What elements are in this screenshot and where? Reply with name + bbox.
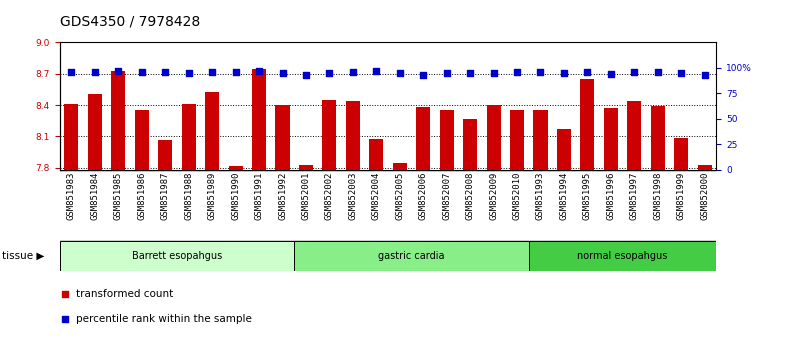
Point bbox=[276, 70, 289, 76]
Bar bbox=[674, 138, 689, 170]
Text: Barrett esopahgus: Barrett esopahgus bbox=[132, 251, 222, 261]
Point bbox=[299, 72, 312, 78]
Point bbox=[628, 69, 641, 75]
Text: normal esopahgus: normal esopahgus bbox=[577, 251, 668, 261]
Point bbox=[534, 69, 547, 75]
Bar bbox=[486, 105, 501, 170]
Bar bbox=[88, 94, 102, 170]
Bar bbox=[604, 108, 618, 170]
Bar bbox=[529, 241, 716, 271]
Point bbox=[675, 70, 688, 76]
Point bbox=[464, 70, 477, 76]
Point bbox=[135, 69, 148, 75]
Text: GSM852003: GSM852003 bbox=[349, 172, 357, 221]
Bar bbox=[416, 107, 431, 170]
Text: GSM851988: GSM851988 bbox=[184, 172, 193, 221]
Point bbox=[346, 69, 359, 75]
Bar bbox=[533, 110, 548, 170]
Bar bbox=[392, 162, 407, 170]
Bar bbox=[345, 101, 360, 170]
Text: GSM852001: GSM852001 bbox=[302, 172, 310, 221]
Point bbox=[112, 68, 125, 74]
Text: GSM851987: GSM851987 bbox=[161, 172, 170, 221]
Bar bbox=[158, 139, 172, 170]
Point bbox=[417, 72, 430, 78]
Text: GSM852002: GSM852002 bbox=[325, 172, 334, 221]
Text: transformed count: transformed count bbox=[76, 289, 174, 299]
Bar bbox=[697, 165, 712, 170]
Text: GSM852007: GSM852007 bbox=[443, 172, 451, 221]
Text: GSM851989: GSM851989 bbox=[208, 172, 217, 221]
Text: GSM851998: GSM851998 bbox=[654, 172, 662, 221]
Bar bbox=[322, 100, 337, 170]
Text: GSM852000: GSM852000 bbox=[700, 172, 709, 221]
Point bbox=[511, 69, 524, 75]
Text: GSM851983: GSM851983 bbox=[67, 172, 76, 221]
Point bbox=[59, 316, 72, 321]
Text: GSM851999: GSM851999 bbox=[677, 172, 685, 221]
Bar bbox=[295, 241, 529, 271]
Point bbox=[88, 69, 101, 75]
Point bbox=[65, 69, 78, 75]
Point bbox=[581, 69, 594, 75]
Bar bbox=[60, 241, 295, 271]
Point bbox=[229, 69, 242, 75]
Point bbox=[206, 69, 219, 75]
Point bbox=[323, 70, 336, 76]
Bar bbox=[181, 104, 196, 170]
Text: tissue ▶: tissue ▶ bbox=[2, 251, 45, 261]
Text: GSM851995: GSM851995 bbox=[583, 172, 592, 221]
Bar bbox=[580, 79, 595, 170]
Text: gastric cardia: gastric cardia bbox=[378, 251, 445, 261]
Point bbox=[393, 70, 406, 76]
Text: GSM851994: GSM851994 bbox=[560, 172, 568, 221]
Bar bbox=[111, 71, 126, 170]
Text: GSM851991: GSM851991 bbox=[255, 172, 263, 221]
Point bbox=[252, 68, 265, 74]
Point bbox=[651, 69, 664, 75]
Point bbox=[182, 70, 195, 76]
Bar bbox=[557, 129, 571, 170]
Point bbox=[59, 291, 72, 297]
Text: GSM852008: GSM852008 bbox=[466, 172, 474, 221]
Text: GSM851986: GSM851986 bbox=[137, 172, 146, 221]
Point bbox=[698, 72, 711, 78]
Point bbox=[370, 68, 383, 74]
Point bbox=[487, 70, 500, 76]
Bar bbox=[64, 104, 79, 170]
Bar bbox=[439, 110, 454, 170]
Bar bbox=[275, 105, 290, 170]
Bar bbox=[369, 138, 384, 170]
Bar bbox=[252, 69, 266, 170]
Text: GSM851997: GSM851997 bbox=[630, 172, 639, 221]
Text: GSM852010: GSM852010 bbox=[513, 172, 521, 221]
Bar bbox=[135, 110, 149, 170]
Point bbox=[604, 71, 617, 77]
Text: GSM852004: GSM852004 bbox=[372, 172, 380, 221]
Text: GSM852006: GSM852006 bbox=[419, 172, 427, 221]
Text: GSM851992: GSM851992 bbox=[278, 172, 287, 221]
Point bbox=[557, 70, 570, 76]
Text: percentile rank within the sample: percentile rank within the sample bbox=[76, 314, 252, 324]
Bar bbox=[205, 92, 219, 170]
Text: GSM851990: GSM851990 bbox=[231, 172, 240, 221]
Bar bbox=[228, 166, 243, 170]
Bar bbox=[627, 101, 642, 170]
Text: GSM851985: GSM851985 bbox=[114, 172, 123, 221]
Point bbox=[159, 69, 172, 75]
Point bbox=[440, 70, 453, 76]
Bar bbox=[510, 110, 524, 170]
Text: GSM852009: GSM852009 bbox=[489, 172, 498, 221]
Text: GSM851993: GSM851993 bbox=[536, 172, 545, 221]
Text: GSM852005: GSM852005 bbox=[396, 172, 404, 221]
Bar bbox=[299, 165, 313, 170]
Bar bbox=[463, 119, 477, 170]
Text: GSM851984: GSM851984 bbox=[91, 172, 100, 221]
Text: GDS4350 / 7978428: GDS4350 / 7978428 bbox=[60, 14, 200, 28]
Bar bbox=[650, 106, 665, 170]
Text: GSM851996: GSM851996 bbox=[607, 172, 615, 221]
